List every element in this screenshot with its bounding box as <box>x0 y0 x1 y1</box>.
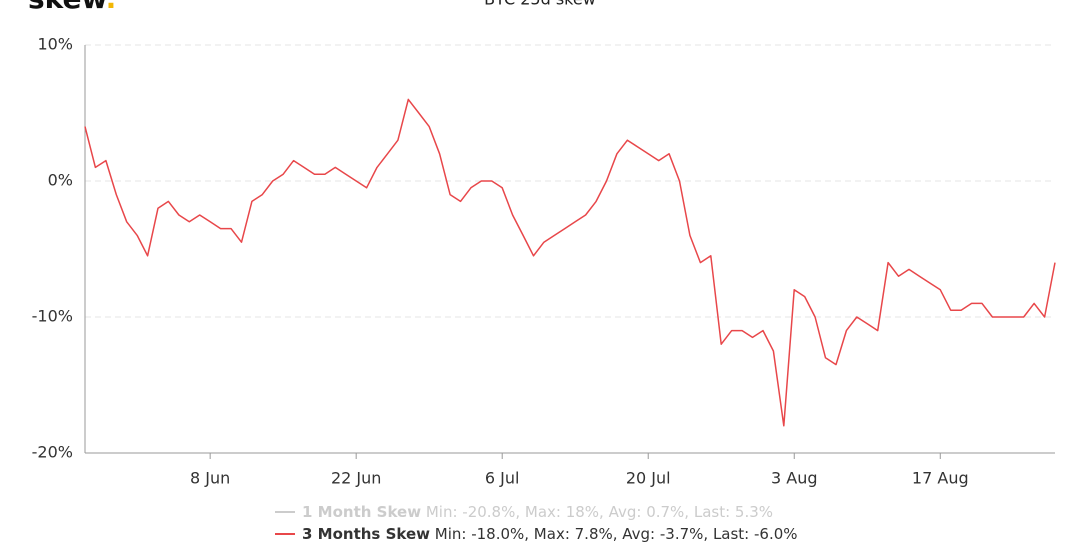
x-tick-label: 17 Aug <box>912 469 969 488</box>
x-tick-label: 6 Jul <box>485 469 520 488</box>
legend-item: 3 Months Skew Min: -18.0%, Max: 7.8%, Av… <box>275 525 798 543</box>
series-line <box>84 98 1056 427</box>
y-tick-label: -20% <box>32 443 73 462</box>
y-tick-label: 0% <box>48 171 73 190</box>
legend-item: 1 Month Skew Min: -20.8%, Max: 18%, Avg:… <box>275 503 773 521</box>
y-tick-label: 10% <box>37 35 73 54</box>
logo-dot: . <box>106 0 117 15</box>
chart-title: BTC 25d skew <box>484 0 596 9</box>
legend-text: 3 Months Skew Min: -18.0%, Max: 7.8%, Av… <box>302 525 798 543</box>
x-tick-label: 3 Aug <box>771 469 818 488</box>
legend-name: 3 Months Skew <box>302 525 430 543</box>
legend-text: 1 Month Skew Min: -20.8%, Max: 18%, Avg:… <box>302 503 773 521</box>
logo-text: skew <box>28 0 107 15</box>
legend-name: 1 Month Skew <box>302 503 421 521</box>
x-tick-label: 20 Jul <box>626 469 671 488</box>
x-tick-label: 22 Jun <box>331 469 381 488</box>
legend-stats: Min: -18.0%, Max: 7.8%, Avg: -3.7%, Last… <box>435 525 798 543</box>
logo: skew. <box>28 0 116 15</box>
legend-stats: Min: -20.8%, Max: 18%, Avg: 0.7%, Last: … <box>426 503 773 521</box>
y-tick-label: -10% <box>32 307 73 326</box>
x-tick-label: 8 Jun <box>190 469 230 488</box>
